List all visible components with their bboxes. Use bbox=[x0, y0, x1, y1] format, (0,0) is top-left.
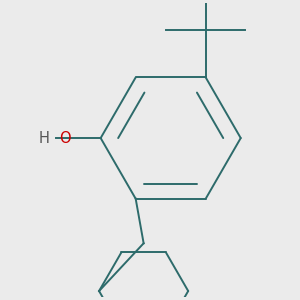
Text: H: H bbox=[39, 130, 50, 146]
Text: O: O bbox=[59, 130, 71, 146]
